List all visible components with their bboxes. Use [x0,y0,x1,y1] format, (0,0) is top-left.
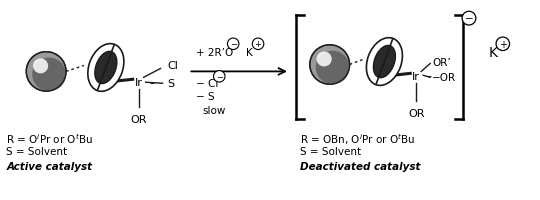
Text: Deactivated catalyst: Deactivated catalyst [300,161,420,171]
Circle shape [32,58,66,92]
Text: S = Solvent: S = Solvent [300,147,361,157]
Text: Active catalyst: Active catalyst [6,161,92,171]
Ellipse shape [88,44,124,92]
Circle shape [26,52,66,92]
Ellipse shape [95,52,117,84]
Text: −: − [464,14,474,24]
Circle shape [310,46,349,85]
Text: − Cl: − Cl [197,79,219,89]
Text: R = OBn, O$^{i}$Pr or O$^{t}$Bu: R = OBn, O$^{i}$Pr or O$^{t}$Bu [300,132,415,147]
Text: K: K [489,45,498,59]
Text: −: − [230,40,237,49]
Circle shape [316,51,349,85]
Circle shape [33,59,48,74]
Text: −: − [216,72,223,81]
Text: −OR: −OR [432,73,456,83]
Text: − S: − S [197,92,215,102]
Text: K: K [246,47,253,57]
Circle shape [316,52,332,67]
Text: +: + [255,40,261,49]
Text: –: – [149,78,154,88]
Text: –: – [427,71,431,81]
Text: OR: OR [131,114,147,124]
Text: slow: slow [202,105,226,115]
Text: OR’: OR’ [432,57,451,67]
Ellipse shape [374,46,395,78]
Ellipse shape [366,38,402,86]
Text: S: S [167,79,174,89]
Text: S = Solvent: S = Solvent [6,147,68,157]
Text: Cl: Cl [167,61,178,71]
Text: Ir: Ir [135,78,143,88]
Text: + 2R’O: + 2R’O [197,47,234,57]
Text: R = O$^{i}$Pr or O$^{t}$Bu: R = O$^{i}$Pr or O$^{t}$Bu [6,132,93,146]
Text: Ir: Ir [413,72,420,82]
Text: +: + [499,40,507,50]
Text: OR: OR [408,108,424,118]
